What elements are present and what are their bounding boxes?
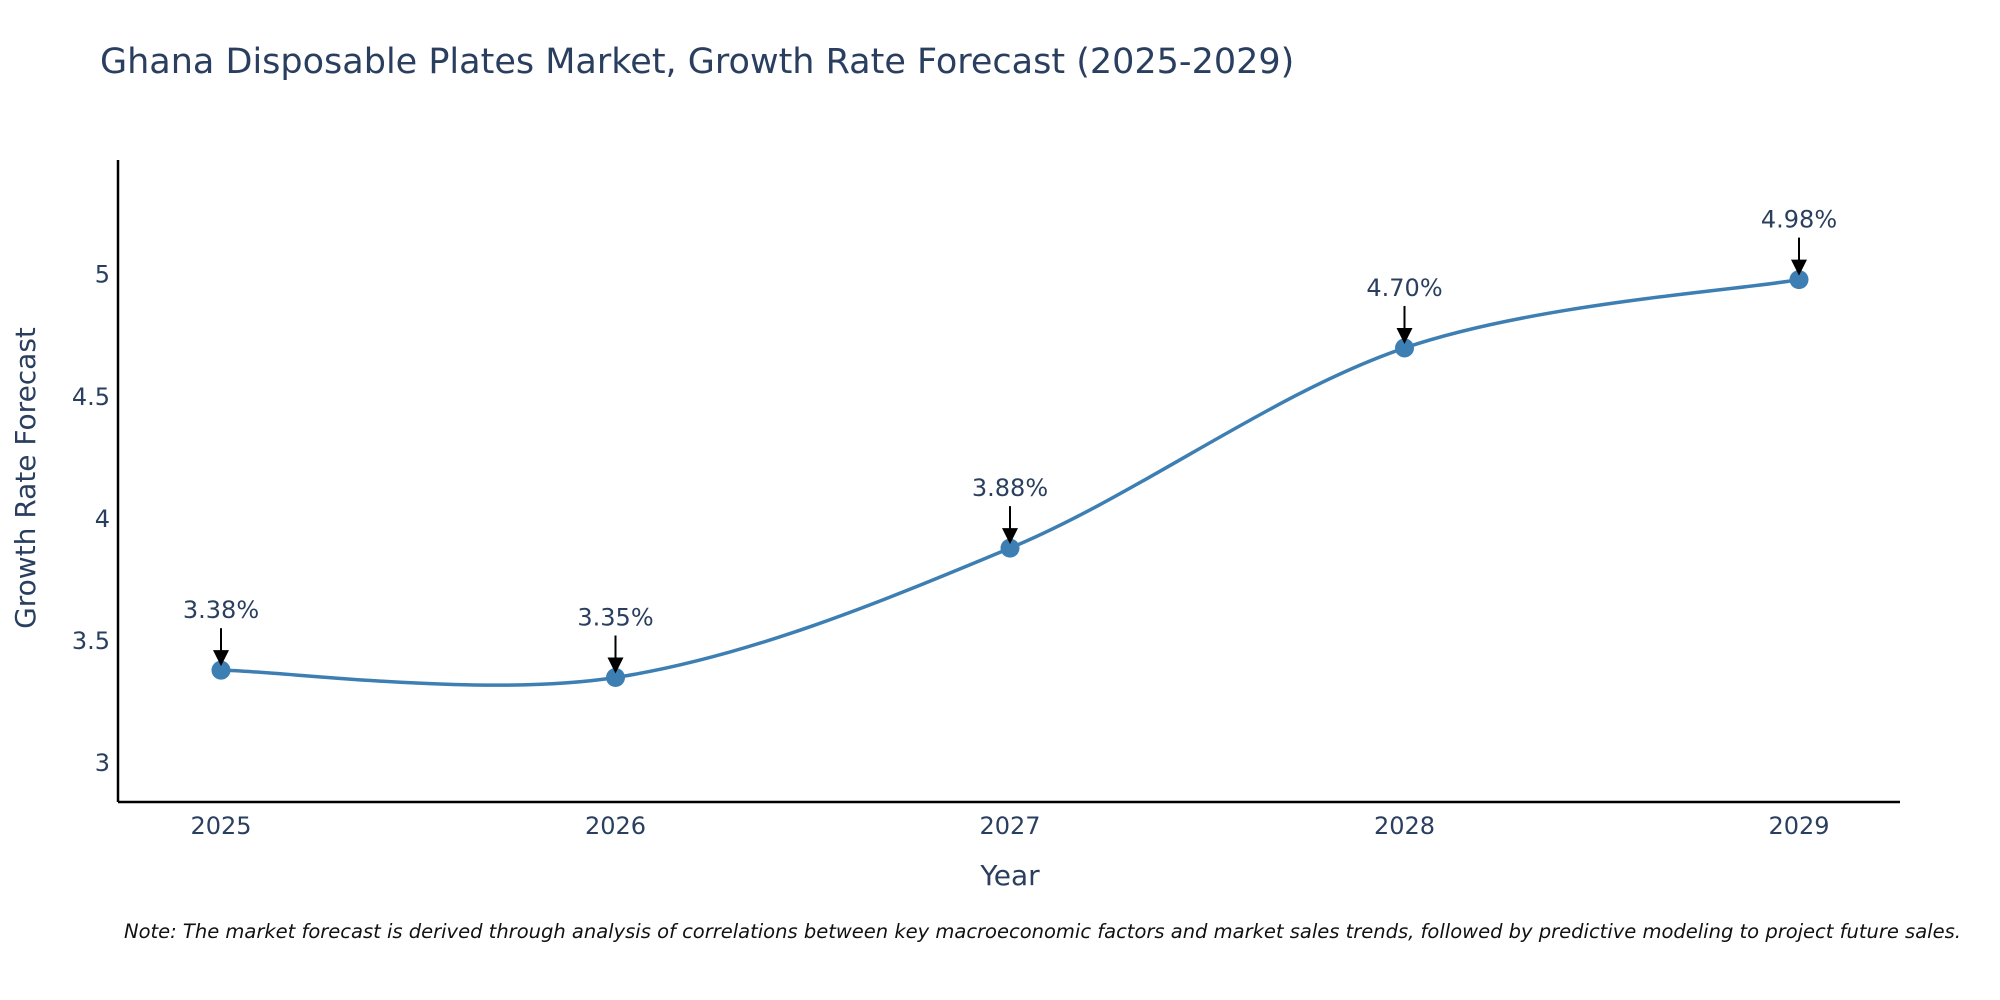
annotation-arrowhead (1002, 528, 1018, 545)
data-point (1789, 270, 1809, 290)
x-tick-labels: 2025 2026 2027 2028 2029 (190, 812, 1829, 840)
annotation-arrowhead (213, 650, 229, 667)
x-tick-label: 2028 (1374, 812, 1435, 840)
data-label: 4.70% (1366, 274, 1442, 302)
chart-title: Ghana Disposable Plates Market, Growth R… (100, 42, 1295, 82)
axes (116, 160, 1900, 804)
y-axis-title: Growth Rate Forecast (9, 327, 42, 629)
data-label: 3.35% (577, 604, 653, 632)
y-tick-label: 4 (95, 505, 110, 533)
y-tick-label: 3 (95, 749, 110, 777)
data-label: 3.38% (183, 596, 259, 624)
x-tick-label: 2027 (979, 812, 1040, 840)
annotation-arrowhead (1791, 259, 1807, 276)
annotation-arrowhead (1396, 327, 1413, 344)
y-tick-label: 5 (95, 261, 110, 289)
x-axis-title: Year (979, 859, 1040, 892)
data-points (211, 270, 1809, 688)
forecast-note: Note: The market forecast is derived thr… (124, 920, 1961, 943)
data-label: 3.88% (972, 474, 1048, 502)
data-label: 4.98% (1761, 206, 1837, 234)
data-annotations: 3.38% 3.35% 3.88% 4.70% 4.98% (183, 206, 1837, 674)
data-point (211, 660, 231, 680)
x-tick-label: 2029 (1768, 812, 1829, 840)
x-tick-label: 2026 (585, 812, 646, 840)
x-tick-label: 2025 (190, 812, 251, 840)
y-tick-labels: 3 3.5 4 4.5 5 (72, 261, 110, 777)
y-tick-label: 3.5 (72, 627, 110, 655)
y-tick-label: 4.5 (72, 383, 110, 411)
data-point (1395, 338, 1414, 358)
annotation-arrowhead (607, 657, 624, 674)
data-point (1000, 538, 1020, 558)
data-point (606, 668, 625, 688)
